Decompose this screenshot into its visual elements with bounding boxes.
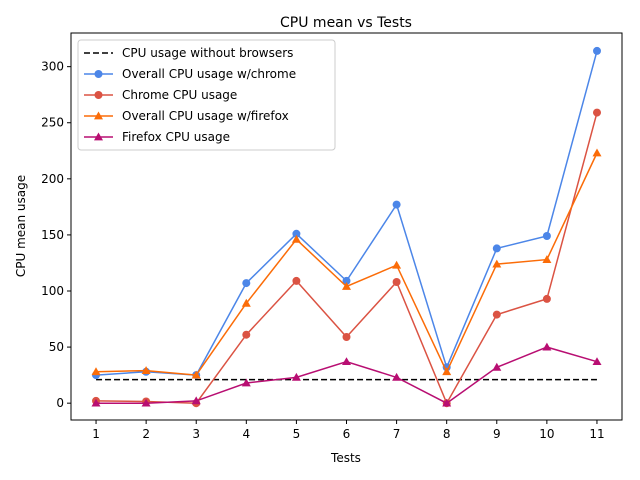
legend-item: Overall CPU usage w/firefox — [84, 109, 289, 123]
data-point — [392, 372, 402, 381]
data-point — [593, 46, 601, 55]
data-point — [542, 294, 551, 303]
data-point — [492, 362, 502, 371]
x-tick-label: 9 — [493, 427, 501, 441]
data-point — [291, 234, 301, 243]
x-tick-label: 2 — [142, 427, 150, 441]
data-point — [141, 398, 151, 407]
y-tick-label: 200 — [41, 172, 64, 186]
legend: CPU usage without browsers Overall CPU us… — [77, 39, 336, 151]
legend-marker — [94, 111, 103, 120]
data-point — [592, 148, 602, 157]
data-point — [241, 298, 251, 307]
y-tick-label: 300 — [41, 60, 64, 74]
y-tick-label: 0 — [56, 396, 64, 410]
data-point — [241, 378, 251, 387]
data-point — [542, 232, 551, 240]
legend-item: Chrome CPU usage — [84, 88, 237, 102]
data-point — [392, 260, 402, 269]
legend-label: Overall CPU usage w/firefox — [122, 109, 289, 123]
x-tick-label: 10 — [539, 427, 554, 441]
data-point — [342, 276, 351, 285]
data-point — [242, 330, 251, 339]
data-point — [242, 279, 251, 288]
data-point — [292, 229, 301, 238]
series-line — [95, 152, 598, 376]
x-tick-label: 8 — [443, 427, 451, 441]
x-tick-label: 11 — [589, 427, 604, 441]
legend-marker — [94, 70, 103, 78]
legend-item: Overall CPU usage w/chrome — [84, 67, 296, 81]
series-3 — [91, 148, 602, 379]
series-4 — [91, 342, 602, 407]
legend-label: Chrome CPU usage — [122, 88, 237, 102]
data-point — [342, 357, 351, 365]
y-axis-label: CPU mean usage — [14, 175, 28, 277]
legend-label: Overall CPU usage w/chrome — [122, 67, 296, 81]
data-point — [392, 200, 401, 209]
legend-box — [77, 39, 336, 151]
legend-item: Firefox CPU usage — [84, 130, 230, 144]
data-point — [191, 370, 201, 379]
x-tick-label: 6 — [343, 427, 351, 441]
data-point — [291, 372, 301, 381]
y-tick-label: 150 — [41, 228, 64, 242]
data-point — [342, 282, 351, 290]
y-tick-label: 100 — [41, 284, 64, 298]
x-axis: 1 2 3 4 5 6 7 8 9 10 11 — [92, 420, 605, 441]
data-point — [542, 255, 552, 263]
x-tick-label: 4 — [242, 427, 250, 441]
data-point — [442, 398, 452, 407]
data-point — [492, 310, 501, 319]
data-point — [542, 342, 552, 351]
legend-item: CPU usage without browsers — [84, 46, 293, 60]
data-point — [141, 366, 151, 374]
plot-area — [91, 46, 602, 408]
data-point — [292, 276, 301, 285]
series-line — [96, 346, 598, 405]
data-point — [191, 396, 201, 405]
legend-label: Firefox CPU usage — [122, 130, 230, 144]
data-point — [91, 367, 101, 376]
data-point — [442, 367, 452, 376]
data-point — [592, 357, 602, 365]
x-tick-label: 7 — [393, 427, 401, 441]
y-tick-label: 50 — [49, 340, 64, 354]
x-tick-label: 5 — [293, 427, 301, 441]
legend-label: CPU usage without browsers — [122, 46, 293, 60]
x-tick-label: 3 — [192, 427, 200, 441]
data-point — [593, 108, 601, 117]
y-tick-label: 250 — [41, 116, 64, 130]
data-point — [392, 278, 401, 286]
x-tick-label: 1 — [92, 427, 100, 441]
data-point — [91, 398, 101, 407]
data-point — [342, 333, 351, 341]
y-axis: 0 50 100 150 200 250 300 — [41, 60, 71, 410]
legend-marker — [94, 91, 103, 99]
x-axis-label: Tests — [330, 451, 361, 465]
data-point — [492, 259, 502, 268]
data-point — [492, 244, 501, 253]
chart-title: CPU mean vs Tests — [280, 15, 412, 31]
legend-marker — [94, 132, 103, 141]
